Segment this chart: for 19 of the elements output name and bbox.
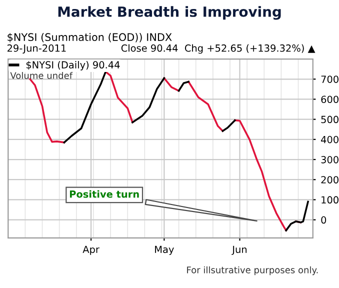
x-tick-label: May bbox=[155, 246, 174, 255]
text: For illsutrative purposes only. bbox=[187, 266, 318, 276]
x-tick-label: Jun bbox=[232, 246, 247, 255]
y-tick-label: 200 bbox=[321, 176, 338, 184]
chart-title: Market Breadth is Improving bbox=[58, 6, 281, 20]
y-tick-label: 400 bbox=[321, 136, 338, 144]
y-tick-label: 700 bbox=[321, 76, 338, 83]
y-tick-label: 600 bbox=[321, 96, 338, 104]
legend-label: $NYSI (Daily) 90.44 bbox=[26, 60, 120, 70]
x-tick-label: Apr bbox=[82, 246, 100, 255]
annotation: Positive turn bbox=[70, 190, 139, 198]
y-tick-label: 500 bbox=[321, 116, 338, 124]
text: 29-Jun-2011 bbox=[7, 44, 66, 54]
text: Close 90.44 Chg +52.65 (+139.32%) ▲ bbox=[121, 44, 316, 54]
chart-subtitle: $NYSI (Summation (EOD)) INDX bbox=[8, 32, 172, 42]
y-tick-label: 100 bbox=[322, 196, 338, 204]
y-tick-label: 300 bbox=[321, 156, 338, 164]
annotation: Volume undef bbox=[10, 72, 73, 79]
y-tick-label: 0 bbox=[321, 216, 326, 224]
